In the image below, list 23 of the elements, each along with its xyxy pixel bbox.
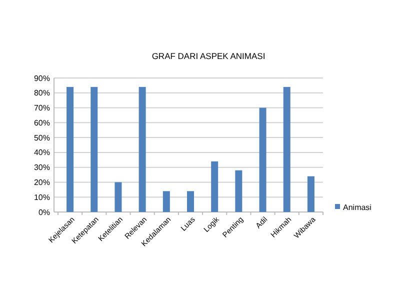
legend-label: Animasi <box>343 202 372 212</box>
chart-title: GRAF DARI ASPEK ANIMASI <box>152 51 266 61</box>
y-tick-label: 60% <box>34 118 50 128</box>
bar <box>66 86 74 212</box>
bar <box>283 86 290 212</box>
bar <box>235 170 242 212</box>
y-tick-label: 40% <box>34 148 50 158</box>
bar <box>259 108 266 212</box>
bar <box>307 176 314 212</box>
bar <box>187 191 194 212</box>
y-tick-label: 80% <box>34 88 50 98</box>
bar <box>90 86 98 212</box>
y-tick-label: 10% <box>34 192 50 202</box>
bar <box>138 86 146 212</box>
y-tick-label: 20% <box>34 178 50 188</box>
y-tick-label: 70% <box>34 104 50 113</box>
bar <box>114 182 122 212</box>
y-tick-label: 0% <box>38 208 50 217</box>
bar <box>162 191 170 212</box>
y-tick-label: 90% <box>34 74 50 83</box>
bar <box>211 161 218 212</box>
y-tick-label: 50% <box>34 133 50 142</box>
y-tick-label: 30% <box>34 163 50 172</box>
